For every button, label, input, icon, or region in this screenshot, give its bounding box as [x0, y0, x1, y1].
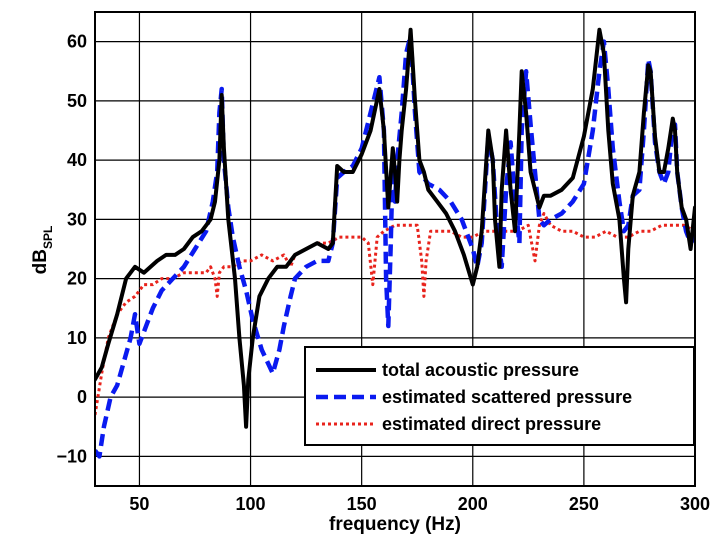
- series-layer: [95, 27, 695, 459]
- y-tick-label: −10: [56, 446, 87, 466]
- y-tick-label: 10: [67, 328, 87, 348]
- y-tick-label: 50: [67, 91, 87, 111]
- x-tick-label: 300: [680, 494, 710, 514]
- y-axis-ticks: −10 0 10 20 30 40 50 60: [56, 32, 87, 467]
- legend-box: [304, 346, 695, 446]
- y-tick-label: 30: [67, 209, 87, 229]
- x-tick-label: 100: [236, 494, 266, 514]
- legend: total acoustic pressure estimated scatter…: [304, 346, 695, 446]
- y-axis-label-main: dB: [30, 249, 51, 274]
- x-axis-label: frequency (Hz): [329, 514, 461, 535]
- legend-label-1: estimated scattered pressure: [382, 387, 632, 407]
- y-axis-label: dBSPL: [30, 226, 55, 275]
- series-line-2: [95, 212, 695, 416]
- x-tick-label: 50: [129, 494, 149, 514]
- x-tick-label: 200: [458, 494, 488, 514]
- series-line-0: [95, 27, 695, 429]
- legend-items: total acoustic pressure estimated scatter…: [316, 360, 632, 434]
- x-tick-label: 150: [347, 494, 377, 514]
- series-line-1: [95, 33, 695, 459]
- legend-label-2: estimated direct pressure: [382, 414, 601, 434]
- legend-label-0: total acoustic pressure: [382, 360, 579, 380]
- y-tick-label: 40: [67, 150, 87, 170]
- x-axis-ticks: 50 100 150 200 250 300: [129, 494, 710, 514]
- y-tick-label: 20: [67, 269, 87, 289]
- y-tick-label: 0: [77, 387, 87, 407]
- plot-frame: [94, 11, 696, 487]
- svg-text:dBSPL: dBSPL: [30, 226, 55, 275]
- y-axis-label-sub: SPL: [41, 226, 55, 249]
- x-tick-label: 250: [569, 494, 599, 514]
- y-tick-label: 60: [67, 32, 87, 52]
